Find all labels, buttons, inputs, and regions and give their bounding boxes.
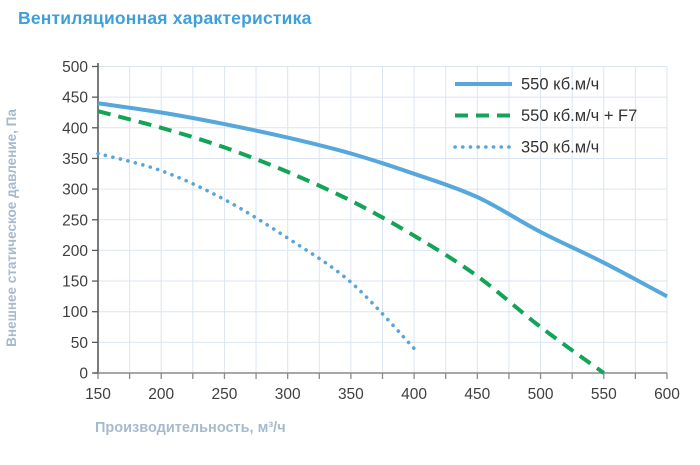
series-line-1 — [97, 109, 605, 375]
y-tick-label: 250 — [62, 212, 88, 229]
x-tick-label: 250 — [212, 386, 238, 403]
y-tick-label: 350 — [62, 151, 88, 168]
y-tick-label: 450 — [62, 90, 88, 107]
x-tick-label: 150 — [85, 386, 111, 403]
y-tick-label: 400 — [62, 120, 88, 137]
y-tick-label: 200 — [62, 243, 88, 260]
y-tick-label: 100 — [62, 304, 88, 321]
series-line-2 — [96, 151, 416, 351]
x-tick-label: 550 — [591, 386, 617, 403]
x-tick-label: 300 — [275, 386, 301, 403]
y-tick-label: 500 — [62, 59, 88, 76]
x-tick-label: 200 — [148, 386, 174, 403]
y-tick-label: 0 — [79, 366, 88, 383]
y-tick-label: 300 — [62, 182, 88, 199]
y-tick-label: 150 — [62, 274, 88, 291]
series-line-0 — [97, 101, 668, 299]
x-tick-label: 450 — [464, 386, 490, 403]
x-tick-label: 400 — [401, 386, 427, 403]
legend-label: 350 кб.м/ч — [521, 139, 599, 157]
chart-title: Вентиляционная характеристика — [18, 8, 312, 28]
x-axis-title: Производительность, м³/ч — [95, 420, 286, 436]
legend-label: 550 кб.м/ч + F7 — [521, 107, 637, 125]
x-tick-label: 600 — [654, 386, 680, 403]
x-tick-label: 350 — [338, 386, 364, 403]
legend-label: 550 кб.м/ч — [521, 76, 599, 94]
y-axis-title: Внешнее статическое давление, Па — [4, 109, 19, 347]
y-tick-label: 50 — [71, 335, 89, 352]
x-tick-label: 500 — [528, 386, 554, 403]
